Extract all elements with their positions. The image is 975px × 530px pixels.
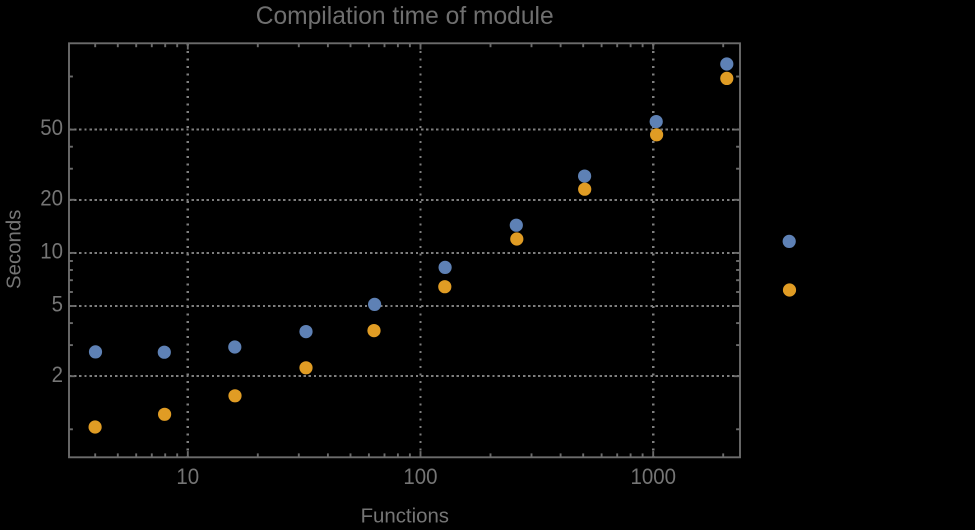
svg-text:10: 10 (40, 239, 63, 264)
svg-text:50: 50 (40, 116, 63, 141)
svg-text:10: 10 (176, 464, 199, 489)
svg-text:5: 5 (52, 292, 63, 317)
svg-text:100: 100 (403, 464, 437, 489)
svg-text:Seconds: Seconds (3, 210, 25, 289)
svg-text:2: 2 (52, 362, 63, 387)
svg-text:Compilation time of module: Compilation time of module (256, 3, 554, 30)
svg-text:20: 20 (40, 186, 63, 211)
svg-text:Functions: Functions (361, 505, 449, 525)
svg-text:1000: 1000 (630, 464, 676, 489)
